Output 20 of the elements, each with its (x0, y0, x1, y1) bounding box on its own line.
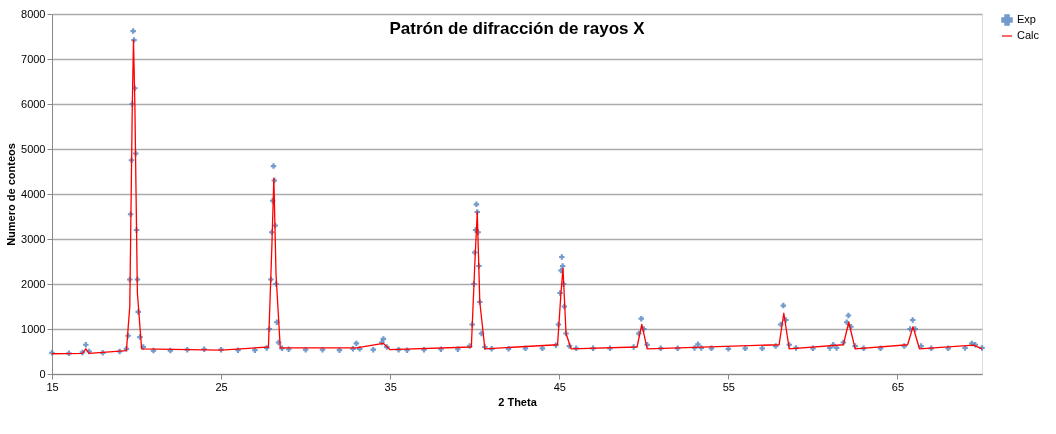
y-tick-label: 7000 (21, 52, 46, 65)
x-tick-label: 65 (891, 380, 905, 393)
y-axis-title: Numero de conteos (5, 143, 18, 246)
y-tick-label: 5000 (21, 142, 46, 155)
y-tick-label: 6000 (21, 97, 46, 110)
x-axis-title: 2 Theta (498, 395, 538, 408)
x-tick-label: 55 (722, 380, 735, 393)
legend-label: Exp (1017, 13, 1036, 25)
x-tick-label: 25 (215, 380, 228, 393)
y-tick-label: 1000 (21, 322, 46, 335)
y-tick-label: 3000 (21, 232, 46, 245)
x-tick-label: 45 (553, 380, 566, 393)
x-tick-label: 15 (46, 380, 59, 393)
y-tick-label: 4000 (21, 187, 46, 200)
y-tick-label: 0 (39, 367, 46, 380)
chart-title: Patrón de difracción de rayos X (389, 19, 646, 38)
x-tick-label: 35 (384, 380, 397, 393)
y-tick-label: 8000 (21, 7, 46, 20)
y-tick-label: 2000 (21, 277, 46, 290)
legend-label: Calc (1017, 29, 1040, 41)
